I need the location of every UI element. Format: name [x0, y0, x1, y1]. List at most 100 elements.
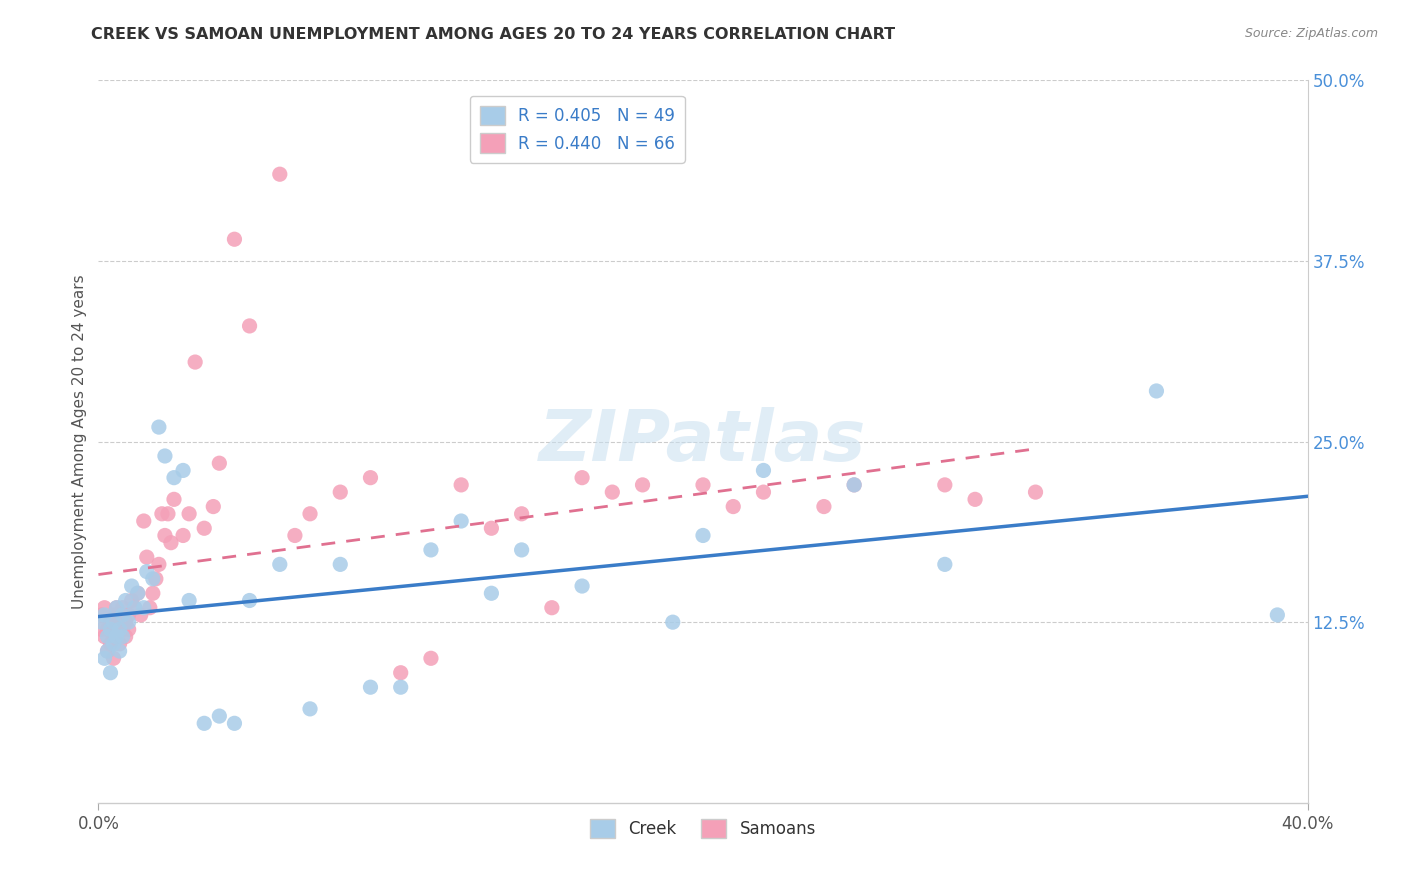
Point [934, 478, 956, 492]
Point [108, 623, 131, 637]
Point [132, 514, 155, 528]
Point [100, 637, 122, 651]
Point [481, 586, 503, 600]
Point [111, 623, 134, 637]
Point [389, 665, 412, 680]
Point [269, 558, 291, 572]
Point [124, 600, 146, 615]
Point [142, 586, 165, 600]
Point [100, 623, 122, 637]
Point [172, 528, 194, 542]
Point [127, 586, 149, 600]
Point [105, 630, 128, 644]
Point [450, 478, 472, 492]
Point [481, 521, 503, 535]
Text: CREEK VS SAMOAN UNEMPLOYMENT AMONG AGES 20 TO 24 YEARS CORRELATION CHART: CREEK VS SAMOAN UNEMPLOYMENT AMONG AGES … [91, 27, 896, 42]
Y-axis label: Unemployment Among Ages 20 to 24 years: Unemployment Among Ages 20 to 24 years [72, 274, 87, 609]
Point [571, 579, 593, 593]
Point [208, 456, 231, 470]
Point [193, 716, 215, 731]
Point [124, 600, 146, 615]
Point [135, 565, 157, 579]
Point [184, 355, 207, 369]
Point [239, 593, 262, 607]
Point [179, 593, 201, 607]
Point [93, 651, 115, 665]
Point [96, 644, 118, 658]
Point [105, 623, 128, 637]
Point [360, 470, 382, 484]
Point [156, 507, 179, 521]
Point [661, 615, 683, 630]
Point [163, 492, 186, 507]
Point [114, 593, 136, 607]
Point [269, 167, 291, 181]
Point [150, 507, 173, 521]
Point [132, 600, 155, 615]
Point [329, 558, 352, 572]
Point [148, 420, 170, 434]
Point [420, 542, 443, 557]
Point [360, 680, 382, 694]
Point [160, 535, 183, 549]
Point [172, 463, 194, 477]
Point [284, 528, 307, 542]
Point [90, 623, 112, 637]
Point [208, 709, 231, 723]
Point [692, 528, 714, 542]
Point [540, 600, 562, 615]
Point [965, 492, 987, 507]
Point [121, 579, 143, 593]
Point [179, 507, 201, 521]
Point [752, 485, 775, 500]
Point [135, 550, 157, 565]
Point [103, 651, 125, 665]
Point [129, 607, 152, 622]
Point [118, 623, 141, 637]
Point [692, 478, 714, 492]
Text: ZIPatlas: ZIPatlas [540, 407, 866, 476]
Point [96, 630, 118, 644]
Point [121, 593, 143, 607]
Point [93, 607, 115, 622]
Point [1144, 384, 1167, 398]
Point [752, 463, 775, 477]
Point [108, 644, 131, 658]
Point [153, 528, 176, 542]
Point [844, 478, 866, 492]
Point [389, 680, 412, 694]
Point [108, 637, 131, 651]
Point [510, 542, 533, 557]
Point [844, 478, 866, 492]
Point [100, 615, 122, 630]
Point [105, 600, 128, 615]
Point [145, 572, 167, 586]
Point [239, 318, 262, 333]
Point [813, 500, 835, 514]
Point [127, 586, 149, 600]
Point [108, 615, 131, 630]
Point [139, 600, 162, 615]
Legend: Creek, Samoans: Creek, Samoans [583, 813, 823, 845]
Text: Source: ZipAtlas.com: Source: ZipAtlas.com [1244, 27, 1378, 40]
Point [1024, 485, 1046, 500]
Point [103, 615, 125, 630]
Point [420, 651, 443, 665]
Point [1267, 607, 1289, 622]
Point [148, 558, 170, 572]
Point [299, 702, 322, 716]
Point [602, 485, 624, 500]
Point [100, 665, 122, 680]
Point [103, 630, 125, 644]
Point [96, 644, 118, 658]
Point [934, 558, 956, 572]
Point [111, 600, 134, 615]
Point [105, 600, 128, 615]
Point [90, 607, 112, 622]
Point [299, 507, 322, 521]
Point [103, 607, 125, 622]
Point [193, 521, 215, 535]
Point [723, 500, 745, 514]
Point [224, 232, 246, 246]
Point [224, 716, 246, 731]
